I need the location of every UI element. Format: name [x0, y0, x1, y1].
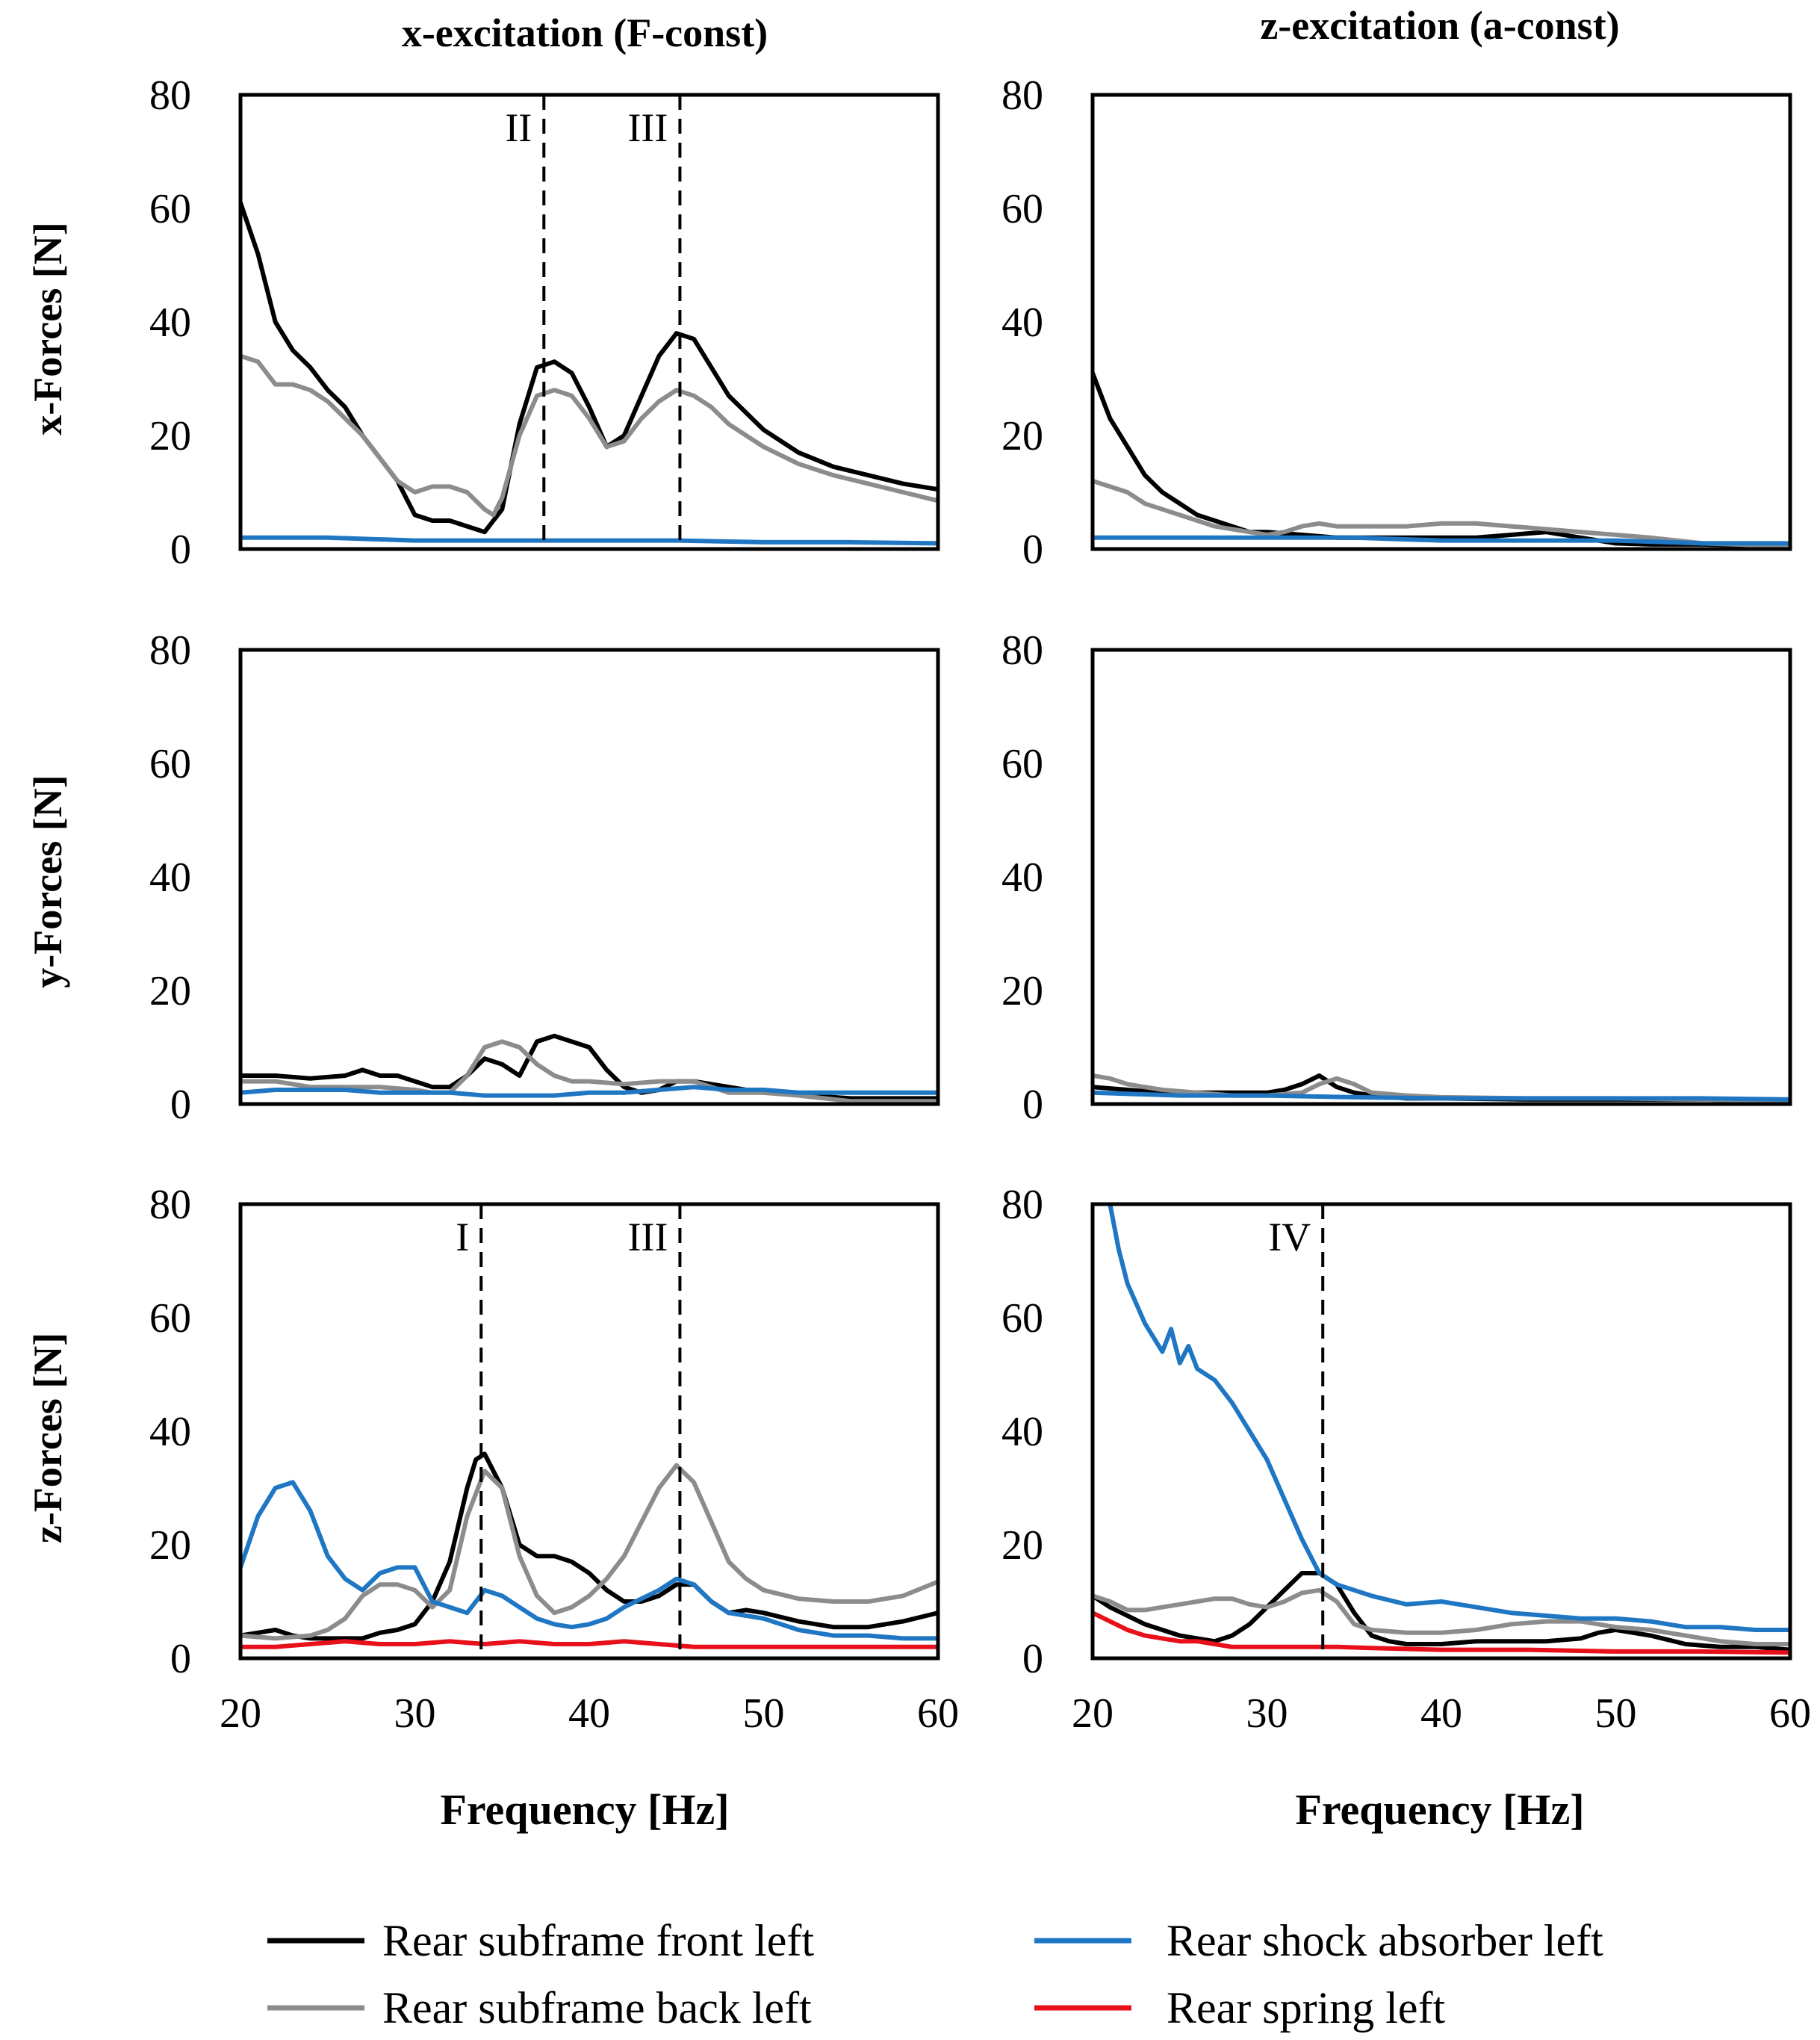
ytick-label: 60: [1001, 186, 1043, 232]
series-group: [1093, 371, 1790, 549]
series-line-front: [1093, 1571, 1790, 1652]
ytick-label: 40: [149, 855, 191, 901]
ytick-label: 40: [149, 1409, 191, 1455]
annotation-label: III: [627, 105, 668, 150]
ytick-label: 0: [170, 527, 191, 573]
panel-frame: [238, 93, 940, 551]
ylabel-row-1: x-Forces [N]: [25, 222, 70, 435]
ytick-label: 60: [149, 1295, 191, 1342]
ytick-label: 40: [149, 300, 191, 346]
panel-6: 0 20 40 60 80 20 30 40 50 60 IV: [1001, 1182, 1811, 1737]
xlabel-left: Frequency [Hz]: [440, 1785, 729, 1834]
ytick-label: 0: [1022, 1636, 1043, 1682]
panel-frame: [238, 648, 940, 1106]
xtick-label: 60: [1769, 1690, 1811, 1737]
xtick-label: 30: [1246, 1690, 1288, 1737]
column-title-right: z-excitation (a-const): [1260, 3, 1619, 48]
ytick-label: 0: [1022, 1082, 1043, 1128]
legend-label-back: Rear subframe back left: [382, 1983, 812, 2033]
xtick-label: 40: [1420, 1690, 1462, 1737]
panel-frame: [1090, 648, 1792, 1106]
ytick-label: 40: [1001, 300, 1043, 346]
series-group: [240, 200, 938, 546]
ytick-label: 20: [149, 968, 191, 1014]
series-line-back: [240, 1039, 938, 1104]
ytick-label: 0: [170, 1082, 191, 1128]
series-line-back: [1093, 478, 1790, 549]
ytick-label: 60: [1001, 1295, 1043, 1342]
xtick-label: 50: [1595, 1690, 1637, 1737]
annotation-label: I: [456, 1215, 469, 1259]
legend-label-front: Rear subframe front left: [382, 1916, 814, 1965]
ytick-label: 60: [149, 186, 191, 232]
panel-frame: [238, 1202, 940, 1661]
panel-frame: [1090, 93, 1792, 551]
ytick-label: 80: [1001, 627, 1043, 674]
series-line-shock: [1093, 535, 1790, 546]
series-line-shock: [240, 535, 938, 546]
ytick-label: 20: [1001, 968, 1043, 1014]
column-title-left: x-excitation (F-const): [402, 10, 768, 55]
series-line-back: [240, 353, 938, 518]
xlabel-right: Frequency [Hz]: [1295, 1785, 1584, 1834]
series-line-shock: [1107, 1204, 1790, 1632]
series-group: [240, 1451, 938, 1649]
panel-4: 0 20 40 60 80: [1001, 627, 1792, 1128]
series-line-front: [240, 200, 938, 535]
ylabel-row-2: y-Forces [N]: [25, 775, 70, 988]
ytick-label: 20: [1001, 1522, 1043, 1569]
xtick-label: 60: [917, 1690, 959, 1737]
xtick-label: 20: [1072, 1690, 1114, 1737]
ytick-label: 0: [1022, 527, 1043, 573]
series-group: [240, 1033, 938, 1104]
series-line-back: [240, 1463, 938, 1641]
series-group: [1093, 1204, 1790, 1655]
legend-label-spring: Rear spring left: [1167, 1983, 1446, 2033]
ytick-label: 80: [1001, 72, 1043, 119]
ytick-label: 60: [1001, 741, 1043, 787]
annotation-label: IV: [1268, 1215, 1311, 1259]
legend-label-shock: Rear shock absorber left: [1167, 1916, 1603, 1965]
ytick-label: 80: [149, 1182, 191, 1228]
series-line-spring: [240, 1639, 938, 1649]
series-line-front: [240, 1451, 938, 1641]
xtick-label: 50: [743, 1690, 785, 1737]
ytick-label: 40: [1001, 1409, 1043, 1455]
panel-frame: [1090, 1202, 1792, 1661]
series-line-shock: [240, 1085, 938, 1098]
series-line-shock: [1093, 1090, 1790, 1102]
series-line-spring: [1093, 1610, 1790, 1655]
legend: Rear subframe front left Rear shock abso…: [267, 1916, 1603, 2033]
ytick-label: 80: [1001, 1182, 1043, 1228]
ytick-label: 20: [149, 413, 191, 459]
ytick-label: 20: [1001, 413, 1043, 459]
ytick-label: 40: [1001, 855, 1043, 901]
ytick-label: 0: [170, 1636, 191, 1682]
ytick-label: 80: [149, 72, 191, 119]
ytick-label: 60: [149, 741, 191, 787]
ylabel-row-3: z-Forces [N]: [25, 1333, 70, 1543]
panel-2: 0 20 40 60 80: [1001, 72, 1792, 573]
ytick-label: 20: [149, 1522, 191, 1569]
annotation-label: II: [505, 105, 532, 150]
annotation-label: III: [627, 1215, 668, 1259]
panel-3: 0 20 40 60 80: [149, 627, 940, 1128]
series-group: [1093, 1073, 1790, 1104]
xtick-label: 40: [568, 1690, 610, 1737]
ytick-label: 80: [149, 627, 191, 674]
xtick-label: 20: [220, 1690, 261, 1737]
series-line-back: [1093, 1587, 1790, 1646]
series-line-shock: [240, 1480, 938, 1641]
xtick-label: 30: [394, 1690, 436, 1737]
